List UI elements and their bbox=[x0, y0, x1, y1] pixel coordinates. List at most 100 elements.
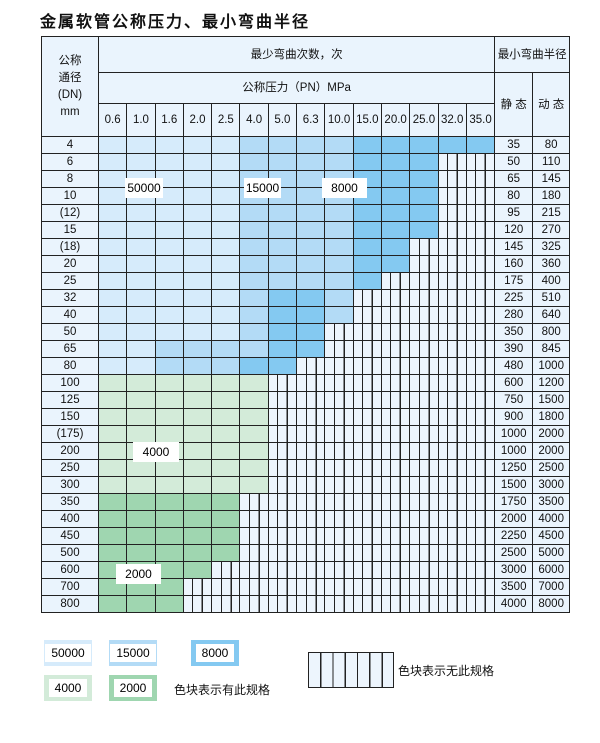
unavailable-cell bbox=[465, 408, 496, 426]
unavailable-cell bbox=[409, 272, 439, 290]
available-cell bbox=[97, 187, 128, 205]
available-cell bbox=[352, 238, 382, 256]
available-cell bbox=[126, 204, 156, 222]
unavailable-cell bbox=[437, 255, 467, 273]
available-cell bbox=[154, 204, 184, 222]
available-cell bbox=[97, 391, 128, 409]
unavailable-cell bbox=[465, 272, 496, 290]
dynamic-radius-cell: 360 bbox=[532, 255, 571, 273]
table-row: 6 50 110 bbox=[41, 153, 571, 171]
unavailable-cell bbox=[437, 340, 467, 358]
unavailable-cell bbox=[296, 391, 326, 409]
available-cell bbox=[409, 170, 439, 188]
available-cell bbox=[324, 289, 354, 307]
unavailable-cell bbox=[352, 476, 382, 494]
legend-swatch-4000: 4000 bbox=[44, 675, 92, 701]
available-cell bbox=[126, 493, 156, 511]
available-cell bbox=[154, 289, 184, 307]
unavailable-cell bbox=[324, 578, 354, 596]
dn-cell: 40 bbox=[41, 306, 99, 324]
available-cell bbox=[239, 136, 269, 154]
available-cell bbox=[126, 306, 156, 324]
region-label-4000: 4000 bbox=[133, 442, 179, 462]
available-cell bbox=[239, 442, 269, 460]
table-row: 150 900 1800 bbox=[41, 408, 571, 426]
unavailable-cell bbox=[352, 289, 382, 307]
static-radius-cell: 35 bbox=[494, 136, 534, 154]
unavailable-cell bbox=[437, 561, 467, 579]
available-cell bbox=[380, 136, 411, 154]
dynamic-radius-cell: 2000 bbox=[532, 442, 571, 460]
dn-cell: 8 bbox=[41, 170, 99, 188]
available-cell bbox=[97, 527, 128, 545]
available-cell bbox=[324, 306, 354, 324]
unavailable-cell bbox=[352, 544, 382, 562]
available-cell bbox=[182, 221, 213, 239]
unavailable-cell bbox=[409, 357, 439, 375]
legend-swatch-50000: 50000 bbox=[44, 640, 92, 666]
unavailable-cell bbox=[409, 306, 439, 324]
available-cell bbox=[211, 136, 241, 154]
unavailable-cell bbox=[267, 476, 298, 494]
dn-header: 公称 通径 (DN) mm bbox=[41, 36, 99, 137]
unavailable-cell bbox=[437, 170, 467, 188]
available-cell bbox=[409, 136, 439, 154]
unavailable-cell bbox=[380, 306, 411, 324]
available-cell bbox=[182, 340, 213, 358]
available-cell bbox=[409, 153, 439, 171]
available-cell bbox=[154, 255, 184, 273]
available-cell bbox=[97, 510, 128, 528]
static-radius-cell: 175 bbox=[494, 272, 534, 290]
static-radius-cell: 900 bbox=[494, 408, 534, 426]
table-row: 350 1750 3500 bbox=[41, 493, 571, 511]
available-cell bbox=[267, 272, 298, 290]
unavailable-cell bbox=[296, 408, 326, 426]
unavailable-cell bbox=[465, 425, 496, 443]
unavailable-cell bbox=[380, 595, 411, 613]
unavailable-cell bbox=[211, 595, 241, 613]
pressure-col-header: 4.0 bbox=[239, 103, 269, 137]
unavailable-cell bbox=[465, 374, 496, 392]
available-cell bbox=[267, 221, 298, 239]
unavailable-cell bbox=[437, 578, 467, 596]
available-cell bbox=[267, 323, 298, 341]
available-cell bbox=[324, 272, 354, 290]
table-row: 450 2250 4500 bbox=[41, 527, 571, 545]
available-cell bbox=[182, 442, 213, 460]
available-cell bbox=[154, 374, 184, 392]
unavailable-cell bbox=[296, 595, 326, 613]
available-cell bbox=[154, 391, 184, 409]
available-cell bbox=[97, 493, 128, 511]
pressure-col-header: 1.6 bbox=[154, 103, 184, 137]
unavailable-cell bbox=[437, 595, 467, 613]
unavailable-cell bbox=[465, 153, 496, 171]
available-cell bbox=[211, 391, 241, 409]
available-cell bbox=[154, 459, 184, 477]
available-cell bbox=[239, 425, 269, 443]
unavailable-cell bbox=[352, 340, 382, 358]
available-cell bbox=[182, 323, 213, 341]
available-cell bbox=[126, 289, 156, 307]
unavailable-cell bbox=[437, 527, 467, 545]
available-cell bbox=[267, 306, 298, 324]
dynamic-radius-cell: 270 bbox=[532, 221, 571, 239]
available-cell bbox=[239, 272, 269, 290]
available-cell bbox=[211, 153, 241, 171]
table-row: 500 2500 5000 bbox=[41, 544, 571, 562]
table-row: 300 1500 3000 bbox=[41, 476, 571, 494]
dynamic-radius-cell: 640 bbox=[532, 306, 571, 324]
table-row: 250 1250 2500 bbox=[41, 459, 571, 477]
available-cell bbox=[409, 187, 439, 205]
available-cell bbox=[126, 238, 156, 256]
unavailable-cell bbox=[296, 442, 326, 460]
available-cell bbox=[211, 527, 241, 545]
unavailable-cell bbox=[267, 510, 298, 528]
dn-header-line: 公称 bbox=[58, 54, 82, 67]
available-cell bbox=[239, 357, 269, 375]
available-cell bbox=[97, 459, 128, 477]
available-cell bbox=[182, 272, 213, 290]
available-cell bbox=[182, 306, 213, 324]
dynamic-radius-cell: 510 bbox=[532, 289, 571, 307]
available-cell bbox=[154, 425, 184, 443]
unavailable-cell bbox=[324, 510, 354, 528]
